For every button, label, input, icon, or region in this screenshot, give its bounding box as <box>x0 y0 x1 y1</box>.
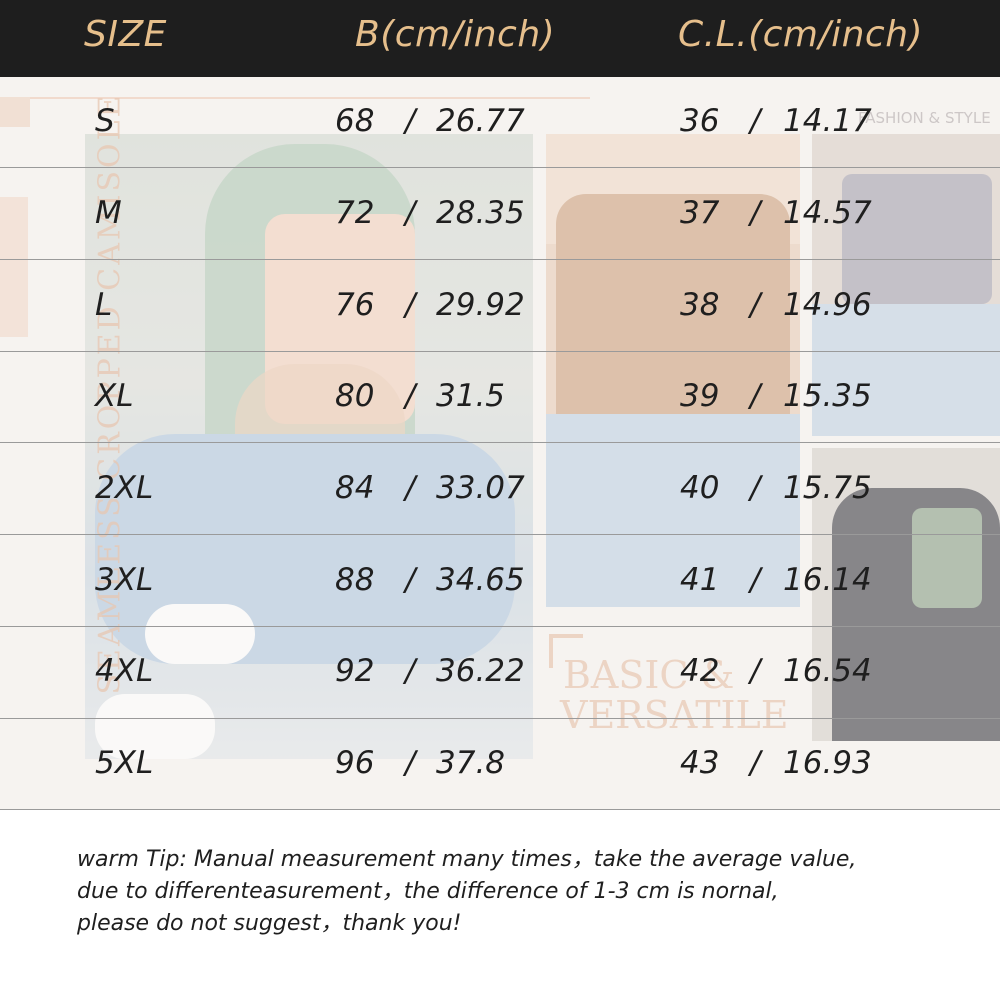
size-cell: XL <box>95 378 134 414</box>
tip-line: please do not suggest，thank you! <box>77 911 462 936</box>
separator: / <box>750 195 761 231</box>
size-cell: 4XL <box>95 653 154 689</box>
row-divider <box>0 718 1000 719</box>
bust-cm-cell: 92 <box>335 653 375 689</box>
product-photo-seated-model <box>85 134 533 759</box>
bust-column-header: B(cm/inch) <box>355 14 556 55</box>
separator: / <box>405 287 416 323</box>
product-photo-grey-camisole <box>812 134 1000 436</box>
length-inch-cell: 15.75 <box>783 470 872 506</box>
decor-line <box>30 97 590 99</box>
length-cm-cell: 42 <box>680 653 720 689</box>
size-cell: 3XL <box>95 562 154 598</box>
separator: / <box>750 287 761 323</box>
row-divider <box>0 351 1000 352</box>
bust-cm-cell: 76 <box>335 287 375 323</box>
length-cm-cell: 39 <box>680 378 720 414</box>
bust-cm-cell: 88 <box>335 562 375 598</box>
size-cell: M <box>95 195 122 231</box>
separator: / <box>405 378 416 414</box>
size-cell: 5XL <box>95 745 154 781</box>
bust-cm-cell: 68 <box>335 103 375 139</box>
bust-cm-cell: 96 <box>335 745 375 781</box>
measurement-tip: warm Tip: Manual measurement many times，… <box>77 844 987 940</box>
bust-inch-cell: 37.8 <box>436 745 506 781</box>
decor-block <box>0 97 30 127</box>
separator: / <box>750 378 761 414</box>
tip-line: due to differenteasurement，the differenc… <box>77 879 779 904</box>
decor-versatile-text: VERSATILE <box>560 693 789 737</box>
bust-inch-cell: 28.35 <box>436 195 525 231</box>
length-inch-cell: 16.93 <box>783 745 872 781</box>
bust-cm-cell: 80 <box>335 378 375 414</box>
bust-inch-cell: 34.65 <box>436 562 525 598</box>
length-inch-cell: 16.14 <box>783 562 872 598</box>
separator: / <box>405 195 416 231</box>
separator: / <box>405 470 416 506</box>
length-column-header: C.L.(cm/inch) <box>678 14 924 55</box>
separator: / <box>750 562 761 598</box>
length-cm-cell: 43 <box>680 745 720 781</box>
separator: / <box>750 103 761 139</box>
row-divider <box>0 442 1000 443</box>
row-divider <box>0 809 1000 810</box>
bust-inch-cell: 36.22 <box>436 653 525 689</box>
separator: / <box>750 745 761 781</box>
length-cm-cell: 38 <box>680 287 720 323</box>
separator: / <box>405 653 416 689</box>
length-cm-cell: 40 <box>680 470 720 506</box>
background-photo-collage: SEAMLESS CROPPED CAMISOLE BASIC & VERSAT… <box>0 77 1000 810</box>
length-cm-cell: 36 <box>680 103 720 139</box>
row-divider <box>0 534 1000 535</box>
length-inch-cell: 14.57 <box>783 195 872 231</box>
decor-fashion-text: FASHION & STYLE <box>858 109 991 127</box>
decor-block <box>0 197 28 337</box>
separator: / <box>405 745 416 781</box>
bust-inch-cell: 31.5 <box>436 378 506 414</box>
product-photo-black-jacket <box>812 448 1000 741</box>
bust-cm-cell: 72 <box>335 195 375 231</box>
size-column-header: SIZE <box>84 14 167 55</box>
length-inch-cell: 15.35 <box>783 378 872 414</box>
row-divider <box>0 626 1000 627</box>
length-cm-cell: 37 <box>680 195 720 231</box>
tip-line: warm Tip: Manual measurement many times，… <box>77 847 857 872</box>
bust-inch-cell: 26.77 <box>436 103 525 139</box>
size-cell: L <box>95 287 113 323</box>
separator: / <box>750 653 761 689</box>
bust-inch-cell: 29.92 <box>436 287 525 323</box>
row-divider <box>0 259 1000 260</box>
separator: / <box>405 562 416 598</box>
row-divider <box>0 167 1000 168</box>
length-inch-cell: 14.17 <box>783 103 872 139</box>
decor-basic-text: BASIC & <box>563 653 735 697</box>
bust-cm-cell: 84 <box>335 470 375 506</box>
table-header: SIZE B(cm/inch) C.L.(cm/inch) <box>0 0 1000 77</box>
size-cell: S <box>95 103 115 139</box>
bust-inch-cell: 33.07 <box>436 470 525 506</box>
decor-corner <box>549 634 583 668</box>
size-cell: 2XL <box>95 470 154 506</box>
separator: / <box>405 103 416 139</box>
length-inch-cell: 14.96 <box>783 287 872 323</box>
length-inch-cell: 16.54 <box>783 653 872 689</box>
separator: / <box>750 470 761 506</box>
product-photo-beige-camisole <box>546 134 800 607</box>
length-cm-cell: 41 <box>680 562 720 598</box>
